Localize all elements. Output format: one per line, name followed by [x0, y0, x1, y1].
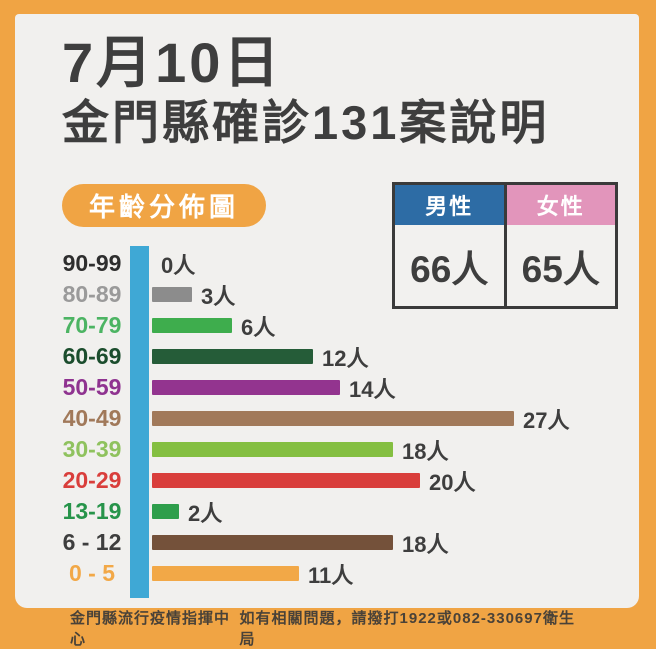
bar-area: 14人 — [152, 372, 395, 404]
chart-row: 20-29 20人 — [55, 465, 621, 496]
chart-row: 70-79 6人 — [55, 310, 621, 341]
gender-column-male: 男性 66人 — [395, 185, 504, 306]
bar-area: 2人 — [152, 496, 222, 528]
age-group-count: 20人 — [429, 469, 476, 495]
age-group-label: 20-29 — [62, 467, 122, 493]
age-group-count: 18人 — [402, 438, 449, 464]
chart-row: 30-39 18人 — [55, 434, 621, 465]
chart-row: 60-69 12人 — [55, 341, 621, 372]
bar-area: 18人 — [152, 527, 448, 559]
age-group-bar — [152, 411, 514, 426]
age-group-count: 0人 — [161, 252, 196, 278]
male-header-cell: 男性 — [395, 185, 504, 225]
bar-area: 6人 — [152, 310, 275, 342]
male-count-cell: 66人 — [395, 225, 504, 306]
age-bar-chart-rows: 90-99 0人 80-89 3人 70-79 6人 60-69 12人 50-59 14人 40-… — [55, 248, 621, 589]
age-group-label: 60-69 — [62, 343, 122, 369]
bar-area: 20人 — [152, 465, 475, 497]
age-group-bar — [152, 442, 393, 457]
bar-area: 12人 — [152, 341, 368, 373]
age-bar-chart: 90-99 0人 80-89 3人 70-79 6人 60-69 12人 50-59 14人 40-… — [55, 246, 621, 600]
bar-area: 0人 — [152, 248, 195, 280]
age-group-bar — [152, 535, 393, 550]
chart-row: 40-49 27人 — [55, 403, 621, 434]
chart-row: 0 - 5 11人 — [55, 558, 621, 589]
age-group-bar — [152, 287, 192, 302]
bar-area: 18人 — [152, 434, 448, 466]
chart-row: 6 - 12 18人 — [55, 527, 621, 558]
title-date: 7月10日 — [62, 31, 283, 94]
age-group-bar — [152, 380, 340, 395]
page-title: 7月10日 金門縣確診131案說明 — [62, 31, 550, 150]
age-distribution-badge: 年齡分佈圖 — [62, 184, 266, 227]
age-group-label: 13-19 — [62, 498, 122, 524]
age-group-count: 3人 — [201, 283, 236, 309]
age-group-count: 6人 — [241, 314, 276, 340]
title-subject: 金門縣確診131案說明 — [62, 95, 550, 149]
footer-band: 金門縣流行疫情指揮中心 如有相關問題，請撥打1922或082-330697衛生局 — [0, 608, 656, 648]
age-group-count: 2人 — [188, 500, 223, 526]
female-header-cell: 女性 — [506, 185, 615, 225]
age-group-count: 18人 — [402, 531, 449, 557]
footer-agency: 金門縣流行疫情指揮中心 — [70, 610, 231, 648]
bar-area: 11人 — [152, 558, 353, 590]
age-group-label: 40-49 — [62, 405, 122, 431]
age-group-count: 14人 — [349, 376, 396, 402]
age-group-label: 90-99 — [62, 250, 122, 276]
age-group-bar — [152, 504, 179, 519]
chart-row: 80-89 3人 — [55, 279, 621, 310]
bar-area: 3人 — [152, 279, 235, 311]
female-count-cell: 65人 — [506, 225, 615, 306]
footer-hotline: 如有相關問題，請撥打1922或082-330697衛生局 — [239, 610, 575, 648]
age-group-label: 70-79 — [62, 312, 122, 338]
chart-row: 90-99 0人 — [55, 248, 621, 279]
age-group-bar — [152, 473, 420, 488]
age-group-count: 12人 — [322, 345, 369, 371]
gender-column-female: 女性 65人 — [506, 185, 615, 306]
bar-area: 27人 — [152, 403, 569, 435]
chart-axis-line — [130, 246, 149, 598]
age-group-label: 80-89 — [62, 281, 122, 307]
content-card: 7月10日 金門縣確診131案說明 年齡分佈圖 男性 66人 女性 65人 90… — [15, 14, 639, 608]
age-group-bar — [152, 318, 232, 333]
age-group-bar — [152, 349, 313, 364]
gender-summary-table: 男性 66人 女性 65人 — [392, 182, 618, 309]
age-group-label: 30-39 — [62, 436, 122, 462]
age-group-bar — [152, 566, 299, 581]
chart-row: 13-19 2人 — [55, 496, 621, 527]
age-group-count: 27人 — [523, 407, 570, 433]
age-group-label: 0 - 5 — [68, 560, 116, 586]
age-group-count: 11人 — [308, 562, 354, 588]
age-group-label: 6 - 12 — [62, 529, 122, 555]
age-group-label: 50-59 — [62, 374, 122, 400]
chart-row: 50-59 14人 — [55, 372, 621, 403]
